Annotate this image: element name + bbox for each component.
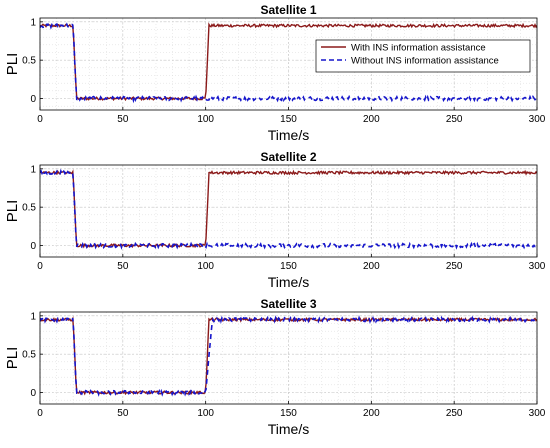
x-tick-label: 200 <box>363 408 380 419</box>
x-tick-label: 200 <box>363 114 380 125</box>
series-line-without-ins <box>40 168 537 251</box>
x-tick-label: 0 <box>37 408 43 419</box>
legend-label-with-ins: With INS information assistance <box>351 43 486 54</box>
x-tick-label: 200 <box>363 261 380 272</box>
x-tick-label: 250 <box>446 114 463 125</box>
x-tick-label: 100 <box>197 261 214 272</box>
chart-title: Satellite 1 <box>260 3 316 17</box>
x-tick-label: 150 <box>280 408 297 419</box>
y-axis-label: PLI <box>4 347 21 370</box>
chart-panel-1: 0 50 100 150 200 250 300 0 0.5 1 Satellite 1 Time/s… <box>4 3 546 143</box>
x-tick-label: 100 <box>197 408 214 419</box>
chart-title: Satellite 2 <box>260 150 316 164</box>
x-tick-label: 50 <box>117 408 129 419</box>
legend-box <box>315 39 531 73</box>
x-axis-label: Time/s <box>268 274 309 290</box>
x-tick-label: 300 <box>529 261 546 272</box>
x-tick-label: 100 <box>197 114 214 125</box>
y-tick-label: 1 <box>30 17 36 28</box>
y-tick-label: 0 <box>30 94 36 105</box>
y-tick-label: 0.5 <box>22 350 36 361</box>
y-axis-label: PLI <box>4 200 21 223</box>
x-tick-label: 0 <box>37 261 43 272</box>
x-tick-label: 300 <box>529 408 546 419</box>
chart-panel-3: 0 50 100 150 200 250 300 0 0.5 1 Satellite 3 Time/s… <box>4 297 546 437</box>
y-tick-label: 1 <box>30 164 36 175</box>
x-tick-label: 300 <box>529 114 546 125</box>
x-tick-label: 50 <box>117 261 129 272</box>
x-axis-label: Time/s <box>268 127 309 143</box>
legend-label-without-ins: Without INS information assistance <box>351 56 499 67</box>
series-line-without-ins <box>40 22 537 104</box>
chart-title: Satellite 3 <box>260 297 316 311</box>
y-tick-label: 0 <box>30 388 36 399</box>
x-tick-label: 250 <box>446 408 463 419</box>
y-axis-label: PLI <box>4 53 21 76</box>
series-line-without-ins <box>40 315 537 397</box>
chart-panel-2: 0 50 100 150 200 250 300 0 0.5 1 Satellite 2 Time/s… <box>4 150 546 290</box>
y-tick-label: 0.5 <box>22 203 36 214</box>
x-tick-label: 150 <box>280 114 297 125</box>
x-axis-label: Time/s <box>268 421 309 437</box>
y-tick-label: 1 <box>30 311 36 322</box>
x-tick-label: 0 <box>37 114 43 125</box>
y-tick-label: 0.5 <box>22 56 36 67</box>
x-tick-label: 150 <box>280 261 297 272</box>
x-tick-label: 250 <box>446 261 463 272</box>
x-tick-label: 50 <box>117 114 129 125</box>
y-tick-label: 0 <box>30 241 36 252</box>
series-line-with-ins <box>40 169 537 249</box>
legend: With INS information assistance Without I… <box>315 39 531 73</box>
